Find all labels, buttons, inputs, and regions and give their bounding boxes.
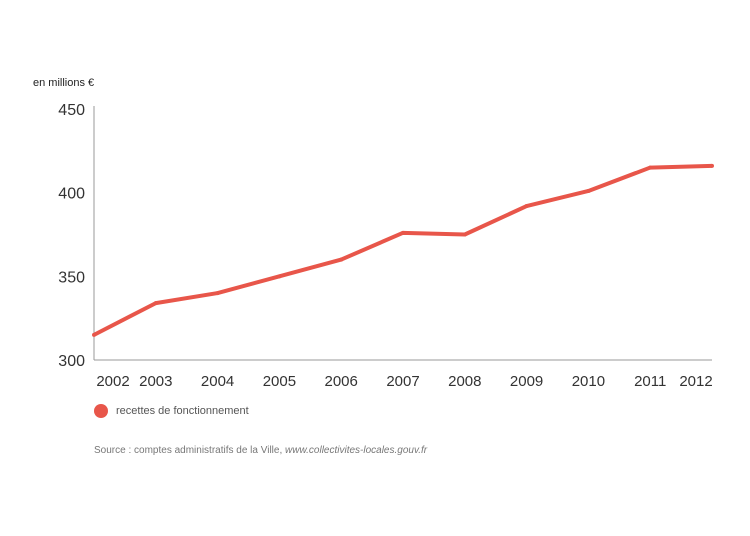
data-point bbox=[401, 230, 405, 235]
data-point bbox=[277, 274, 282, 279]
x-tick-label: 2008 bbox=[448, 373, 481, 390]
x-tick-label: 2011 bbox=[634, 373, 666, 390]
x-tick-label: 2003 bbox=[139, 373, 172, 390]
y-tick-label: 450 bbox=[58, 102, 85, 119]
data-point bbox=[586, 188, 591, 193]
x-tick-label: 2009 bbox=[510, 373, 543, 390]
data-point bbox=[648, 165, 653, 170]
data-point bbox=[92, 332, 96, 337]
y-tick-label: 350 bbox=[58, 269, 85, 286]
y-tick-label: 300 bbox=[58, 353, 85, 370]
y-unit-label: en millions € bbox=[33, 77, 94, 89]
x-tick-labels: 2002 2003 2004 2005 2006 2007 2008 2009 2010 2011… bbox=[96, 373, 712, 390]
y-tick-labels: 300 350 400 450 bbox=[58, 102, 85, 370]
data-point bbox=[153, 301, 158, 306]
data-point bbox=[710, 163, 714, 168]
data-point bbox=[524, 204, 529, 209]
series-line bbox=[93, 163, 713, 337]
source-prefix: Source : comptes administratifs de la Vi… bbox=[94, 445, 286, 456]
legend-marker-icon bbox=[94, 404, 108, 418]
data-point bbox=[215, 291, 220, 296]
legend: recettes de fonctionnement bbox=[94, 404, 249, 418]
x-tick-label: 2006 bbox=[325, 373, 358, 390]
data-point bbox=[462, 232, 467, 237]
series-layer bbox=[92, 163, 714, 337]
x-tick-label: 2004 bbox=[201, 373, 234, 390]
x-tick-label: 2012 bbox=[679, 373, 712, 390]
legend-label: recettes de fonctionnement bbox=[116, 405, 249, 417]
data-point bbox=[339, 257, 344, 262]
x-tick-label: 2010 bbox=[572, 373, 605, 390]
source-note: Source : comptes administratifs de la Vi… bbox=[94, 445, 427, 456]
x-tick-label: 2007 bbox=[386, 373, 419, 390]
x-tick-label: 2005 bbox=[263, 373, 296, 390]
y-tick-label: 400 bbox=[58, 186, 85, 203]
source-site: www.collectivites-locales.gouv.fr bbox=[285, 445, 428, 456]
x-tick-label: 2002 bbox=[96, 373, 129, 390]
